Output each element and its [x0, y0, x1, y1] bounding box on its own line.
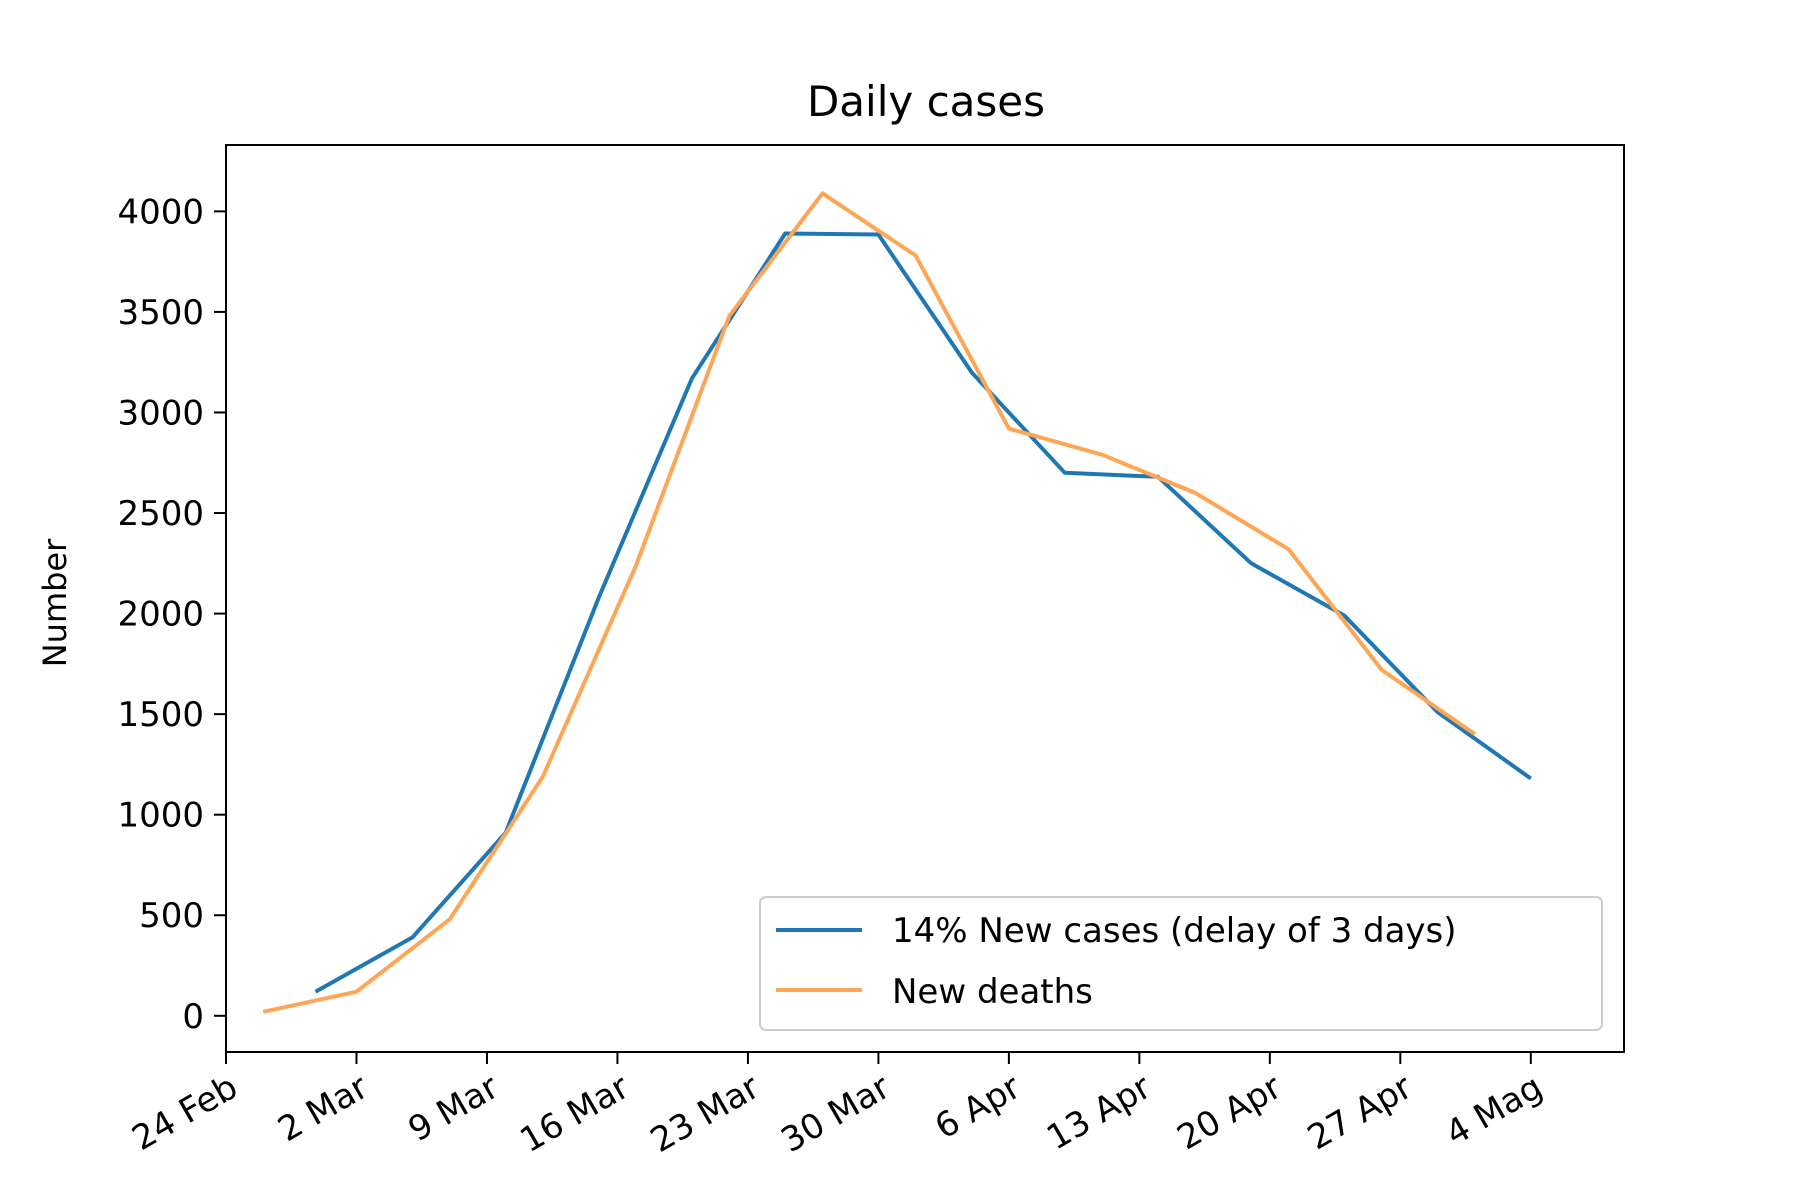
x-tick-label: 24 Feb [126, 1067, 245, 1159]
y-tick-label: 2500 [117, 494, 204, 534]
series-line-1 [262, 191, 1477, 1014]
y-tick-label: 0 [182, 997, 204, 1037]
y-tick-label: 3500 [117, 293, 204, 333]
x-tick-label: 2 Mar [271, 1067, 375, 1150]
x-tick-label: 6 Apr [928, 1067, 1027, 1147]
x-tick-label: 23 Mar [644, 1067, 766, 1161]
x-tick-label: 27 Apr [1301, 1067, 1419, 1158]
legend: 14% New cases (delay of 3 days) New deat… [759, 896, 1603, 1031]
y-tick-label: 1000 [117, 796, 204, 836]
y-tick-label: 3000 [117, 393, 204, 433]
y-tick-label: 500 [139, 896, 204, 936]
legend-box [759, 896, 1603, 1031]
y-tick-label: 2000 [117, 595, 204, 635]
y-tick-label: 1500 [117, 695, 204, 735]
series-line-0 [314, 231, 1532, 994]
x-axis: 24 Feb 2 Mar 9 Mar 16 Mar 23 Mar 30 Mar 6 Apr 1… [126, 1052, 1549, 1161]
chart-title: Daily cases [807, 77, 1045, 126]
legend-label-new-cases: 14% New cases (delay of 3 days) [892, 911, 1457, 951]
y-tick-label: 4000 [117, 192, 204, 232]
series-layer [262, 191, 1532, 1014]
x-tick-label: 4 Mag [1439, 1067, 1549, 1154]
x-tick-label: 30 Mar [775, 1067, 897, 1161]
x-tick-label: 20 Apr [1171, 1067, 1289, 1158]
plot-frame [225, 144, 1625, 1053]
y-axis: 0 500 1000 1500 2000 2500 3000 3500 4000 [117, 192, 226, 1037]
legend-label-new-deaths: New deaths [892, 972, 1093, 1012]
x-tick-label: 16 Mar [514, 1067, 636, 1161]
x-tick-label: 9 Mar [402, 1067, 506, 1150]
x-tick-label: 13 Apr [1040, 1067, 1158, 1158]
y-axis-label: Number [36, 538, 74, 667]
